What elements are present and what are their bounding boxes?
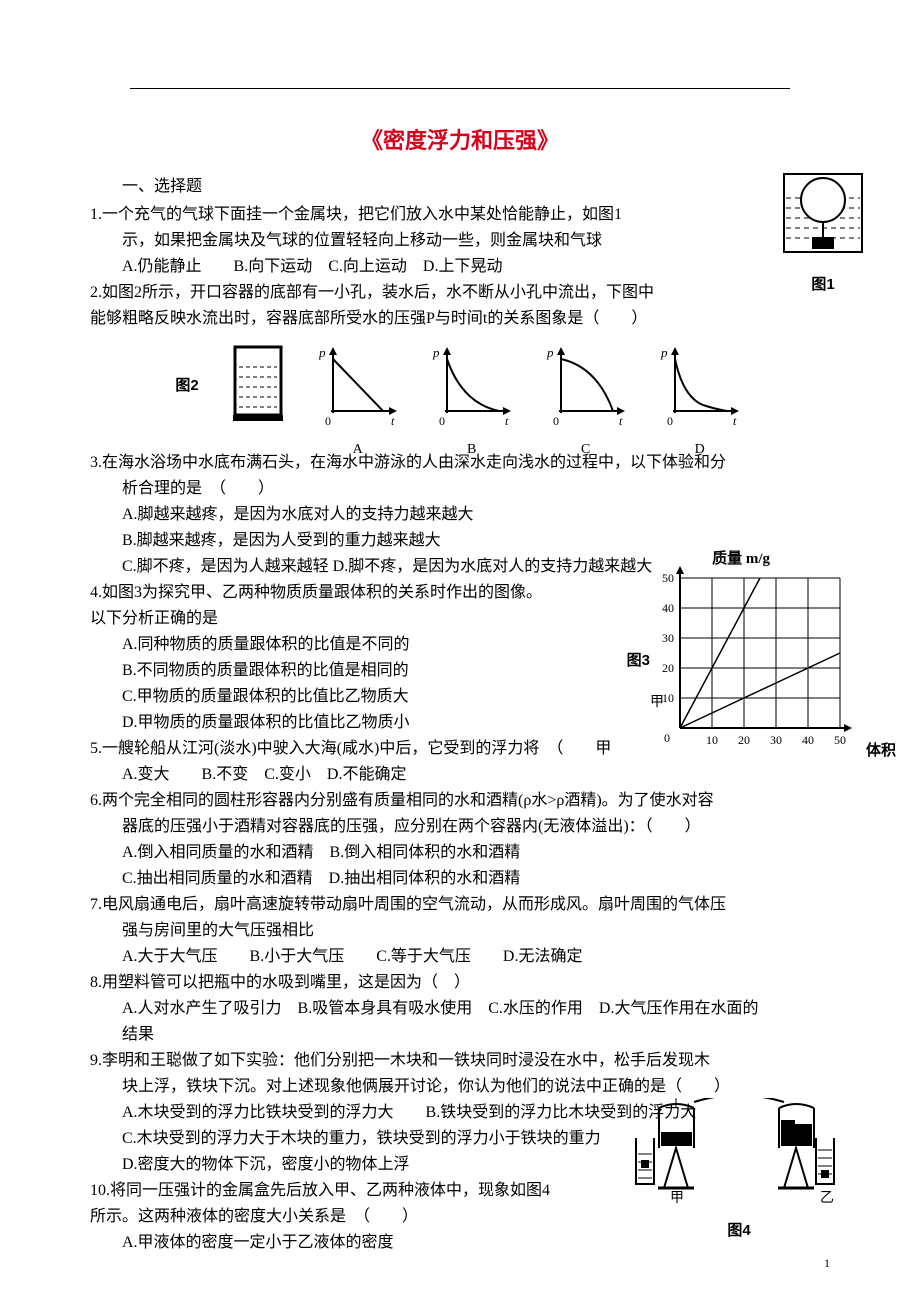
q6-stem-line2: 器底的压强小于酒精对容器底的压强，应分别在两个容器内(无液体溢出)：（ ） [90,815,830,839]
svg-text:0: 0 [325,414,331,428]
svg-text:20: 20 [662,661,674,675]
svg-text:20: 20 [738,733,750,747]
fig2-opt-b-label: B [427,439,517,460]
fig2-opt-c-label: C [541,439,631,460]
svg-text:p: p [660,345,668,360]
fig2-opt-a-label: A [313,439,403,460]
figure-3-origin-side: 甲 [650,692,664,713]
svg-text:t: t [619,414,623,428]
q6-opt-cd: C.抽出相同质量的水和酒精 D.抽出相同体积的水和酒精 [90,867,830,891]
chart3-ylabel: 质量 m/g [712,548,770,571]
q8-stem: 8.用塑料管可以把瓶中的水吸到嘴里，这是因为（ ） [90,971,830,995]
q7-stem-line1: 7.电风扇通电后，扇叶高速旋转带动扇叶周围的空气流动，从而形成风。扇叶周围的气体… [90,893,830,917]
q7-options: A.大于大气压 B.小于大气压 C.等于大气压 D.无法确定 [90,945,830,969]
fig2-opt-d-label: D [655,439,745,460]
svg-text:30: 30 [770,733,782,747]
q6-stem-line1: 6.两个完全相同的圆柱形容器内分别盛有质量相同的水和酒精(ρ水>ρ酒精)。为了使… [90,789,830,813]
q7-stem-line2: 强与房间里的大气压强相比 [90,919,830,943]
svg-text:0: 0 [667,414,673,428]
figure-2-option-a: p t 0 A [313,341,403,431]
q1-stem-line2: 示，如果把金属块及气球的位置轻轻向上移动一些，则金属块和气球 [90,229,830,253]
figure-3-chart: 质量 m/g 102030405010203040500 体积 [640,556,870,756]
figure-2-option-b: p t 0 B [427,341,517,431]
svg-text:p: p [546,345,554,360]
figure-2-row: 图2 p t 0 A [90,341,830,431]
figure-4: 甲 乙 图4 [634,1098,844,1243]
fig4-sub-b: 乙 [820,1190,834,1206]
page: 《密度浮力和压强》 一、选择题 1.一个充气的气球下面挂一个金属块，把它们放入水… [0,0,920,1302]
fig4-sub-a: 甲 [670,1191,684,1206]
section-heading: 一、选择题 [90,175,830,199]
svg-text:0: 0 [439,414,445,428]
chart3-svg: 102030405010203040500 [640,556,870,756]
q5-options: A.变大 B.不变 C.变小 D.不能确定 [90,763,830,787]
figure-2-container [227,341,289,427]
svg-text:40: 40 [802,733,814,747]
figure-1-svg [778,172,868,266]
svg-text:p: p [432,345,440,360]
q1-options: A.仍能静止 B.向下运动 C.向上运动 D.上下晃动 [90,255,830,279]
figure-4-label: 图4 [634,1220,844,1243]
svg-text:t: t [391,414,395,428]
svg-text:p: p [318,345,326,360]
svg-text:30: 30 [662,631,674,645]
svg-text:10: 10 [706,733,718,747]
svg-text:0: 0 [664,731,670,745]
figure-1: 图1 [778,172,868,296]
figure-2-option-c: p t 0 C [541,341,631,431]
svg-text:40: 40 [662,601,674,615]
header-rule [130,88,790,89]
svg-text:0: 0 [553,414,559,428]
q9-stem-line2: 块上浮，铁块下沉。对上述现象他俩展开讨论，你认为他们的说法中正确的是（ ） [90,1075,830,1099]
svg-text:50: 50 [662,571,674,585]
document-title: 《密度浮力和压强》 [90,124,830,157]
q2-stem-line2: 能够粗略反映水流出时，容器底部所受水的压强P与时间t的关系图象是（ ） [90,307,830,331]
q1-stem-line1: 1.一个充气的气球下面挂一个金属块，把它们放入水中某处恰能静止，如图1 [90,203,830,227]
q3-stem-line2: 析合理的是 （ ） [90,477,830,501]
figure-2-label: 图2 [175,375,198,398]
q8-options-line2: 结果 [90,1023,830,1047]
q6-opt-ab: A.倒入相同质量的水和酒精 B.倒入相同体积的水和酒精 [90,841,830,865]
figure-1-label: 图1 [778,274,868,297]
q2-stem-line1: 2.如图2所示，开口容器的底部有一小孔，装水后，水不断从小孔中流出，下图中 [90,281,830,305]
figure-2-option-d: p t 0 D [655,341,745,431]
svg-text:50: 50 [834,733,846,747]
figure-3-label: 图3 [627,650,650,673]
q3-opt-a: A.脚越来越疼，是因为水底对人的支持力越来越大 [90,503,830,527]
chart3-xlabel: 体积 [866,740,896,763]
figure-4-svg: 甲 乙 [634,1098,844,1208]
page-number: 1 [824,1254,830,1272]
svg-text:t: t [505,414,509,428]
svg-text:t: t [733,414,737,428]
q8-options-line1: A.人对水产生了吸引力 B.吸管本身具有吸水使用 C.水压的作用 D.大气压作用… [90,997,830,1021]
q9-stem-line1: 9.李明和王聪做了如下实验：他们分别把一木块和一铁块同时浸没在水中，松手后发现木 [90,1049,830,1073]
